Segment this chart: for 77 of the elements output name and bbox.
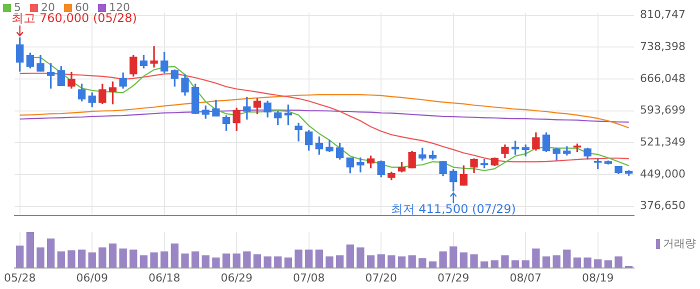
bar: [130, 250, 138, 268]
bar: [181, 254, 189, 268]
x-tick-label: 05/28: [4, 271, 36, 284]
bar: [315, 250, 324, 268]
bar: [356, 247, 364, 268]
x-tick-label: 06/29: [220, 271, 252, 284]
bar: [284, 257, 292, 268]
bar: [68, 250, 76, 268]
bar: [294, 250, 302, 268]
bar: [573, 257, 582, 268]
bar: [532, 248, 540, 268]
annotation: 최저 411,500 (07/29): [390, 202, 516, 216]
bar: [212, 257, 220, 268]
bar: [480, 261, 488, 268]
bar: [160, 251, 168, 268]
bar: [552, 255, 560, 268]
bar: [222, 254, 230, 268]
bar: [253, 254, 262, 268]
bar: [594, 259, 602, 268]
bar: [98, 247, 106, 268]
bar: [202, 255, 210, 268]
bar: [388, 255, 396, 268]
bar: [366, 255, 375, 268]
bar: [108, 243, 117, 268]
bar: [542, 256, 550, 268]
bar: [439, 251, 447, 268]
bar: [428, 261, 437, 268]
bar: [450, 246, 458, 268]
bar: [88, 252, 96, 268]
bar: [191, 251, 200, 268]
x-tick-label: 08/07: [510, 271, 542, 284]
y-tick-label: 810,747: [640, 8, 686, 22]
bar: [16, 246, 24, 268]
bar: [501, 255, 509, 268]
bar: [614, 256, 622, 268]
bar: [470, 254, 478, 268]
y-tick-label: 593,699: [640, 104, 686, 117]
bar: [326, 256, 334, 268]
x-tick-label: 07/20: [365, 271, 397, 284]
x-tick-label: 06/18: [148, 271, 180, 284]
y-tick-label: 521,349: [640, 136, 686, 149]
bar: [170, 243, 179, 268]
bar: [274, 256, 282, 268]
bar: [243, 251, 251, 268]
legend-label: 거래량: [663, 236, 696, 251]
y-tick-label: 666,048: [640, 72, 686, 85]
bar: [511, 260, 520, 268]
x-tick-label: 06/09: [76, 271, 108, 284]
bar: [377, 254, 385, 268]
y-tick-label: 376,650: [640, 199, 686, 212]
bar: [490, 260, 498, 268]
bar: [604, 260, 612, 268]
bar: [398, 256, 406, 268]
y-tick-label: 738,398: [640, 40, 686, 54]
bar: [584, 257, 592, 268]
bar: [46, 238, 55, 268]
bar: [119, 248, 127, 268]
bar: [346, 244, 354, 268]
bar: [150, 252, 158, 268]
y-tick-label: 449,000: [640, 167, 686, 180]
bar: [26, 232, 34, 268]
bar: [408, 255, 416, 268]
bar: [336, 255, 344, 268]
bar: [57, 251, 65, 268]
bar: [140, 255, 148, 268]
x-tick-label: 07/29: [438, 271, 470, 284]
bar: [232, 254, 240, 268]
bar: [563, 250, 571, 268]
bar: [36, 247, 44, 268]
bar: [522, 260, 530, 268]
bar: [305, 250, 313, 268]
bar: [418, 258, 426, 268]
bar: [264, 256, 272, 268]
bar: [460, 252, 468, 268]
x-tick-label: 07/08: [293, 271, 325, 284]
x-tick-label: 08/19: [582, 271, 614, 284]
bar: [78, 250, 86, 268]
